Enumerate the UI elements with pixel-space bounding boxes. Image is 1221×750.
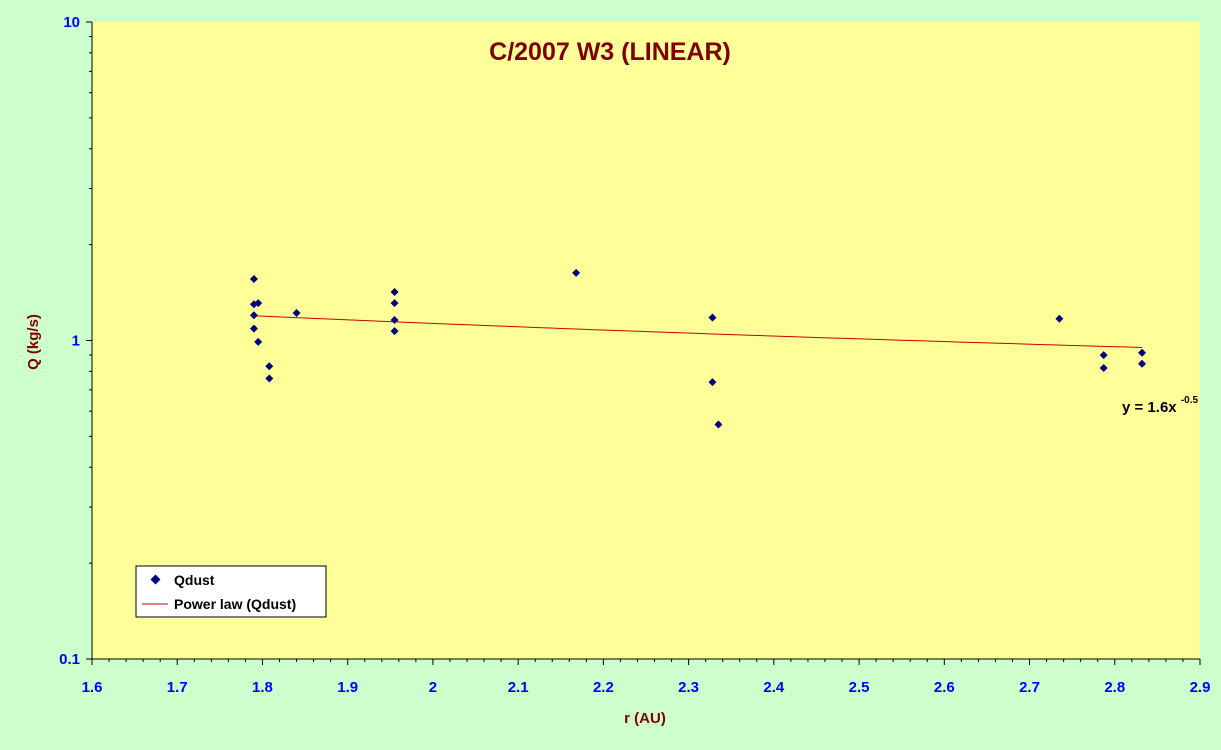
data-point: [249, 274, 258, 283]
data-point: [249, 300, 258, 309]
data-point: [249, 311, 258, 320]
data-point: [1055, 314, 1064, 323]
data-point: [708, 378, 717, 387]
x-tick-label-3: 1.9: [337, 679, 358, 696]
legend-label-qdust: Qdust: [174, 572, 215, 588]
data-point: [1138, 348, 1147, 357]
x-tick-label-5: 2.1: [508, 679, 529, 696]
trendline-equation-exponent: -0.5: [1181, 395, 1199, 406]
x-tick-label-8: 2.4: [763, 679, 785, 696]
plot-area: [92, 22, 1200, 659]
trendline: [253, 315, 1143, 348]
y-tick-label-1: 1: [72, 333, 80, 350]
x-tick-label-6: 2.2: [593, 679, 614, 696]
trendline-equation-base: y = 1.6x: [1122, 399, 1177, 416]
x-tick-label-0: 1.6: [82, 679, 103, 696]
x-tick-label-12: 2.8: [1104, 679, 1125, 696]
data-point: [1099, 351, 1108, 360]
x-tick-label-11: 2.7: [1019, 679, 1040, 696]
data-point: [254, 299, 263, 308]
x-tick-label-13: 2.9: [1190, 679, 1211, 696]
data-point: [390, 287, 399, 296]
data-point: [1099, 363, 1108, 372]
x-major-ticks: 1.6 1.7 1.8 1.9 2 2.1 2.2 2.3 2.4 2.5 2.6 2.7 2.8 2.9: [82, 659, 1211, 696]
y-major-ticks: 0.1 1 10: [59, 14, 92, 668]
y-tick-label-0: 0.1: [59, 651, 80, 668]
data-point: [572, 268, 581, 277]
legend-box: [135, 565, 327, 618]
y-axis-title: Q (kg/s): [25, 314, 42, 370]
data-point: [249, 324, 258, 333]
legend-label-power-law: Power law (Qdust): [174, 596, 296, 612]
data-point: [390, 315, 399, 324]
legend-marker-qdust: [150, 574, 161, 585]
y-tick-label-2: 10: [63, 14, 80, 31]
data-point: [1138, 359, 1147, 368]
trendline-equation: y = 1.6x -0.5: [1122, 395, 1198, 416]
data-point: [265, 374, 274, 383]
x-tick-label-9: 2.5: [849, 679, 870, 696]
data-point: [265, 362, 274, 371]
x-tick-label-2: 1.8: [252, 679, 273, 696]
data-point: [708, 313, 717, 322]
x-tick-label-4: 2: [429, 679, 437, 696]
data-points: [249, 268, 1147, 429]
data-point: [714, 420, 723, 429]
data-point: [292, 308, 301, 317]
data-point: [390, 327, 399, 336]
data-point: [390, 299, 399, 308]
x-tick-label-7: 2.3: [678, 679, 699, 696]
legend: Qdust Power law (Qdust): [135, 565, 327, 618]
x-tick-label-10: 2.6: [934, 679, 955, 696]
data-point: [254, 337, 263, 346]
x-tick-label-1: 1.7: [167, 679, 188, 696]
x-axis-title: r (AU): [624, 710, 666, 727]
chart-title: C/2007 W3 (LINEAR): [489, 38, 731, 66]
